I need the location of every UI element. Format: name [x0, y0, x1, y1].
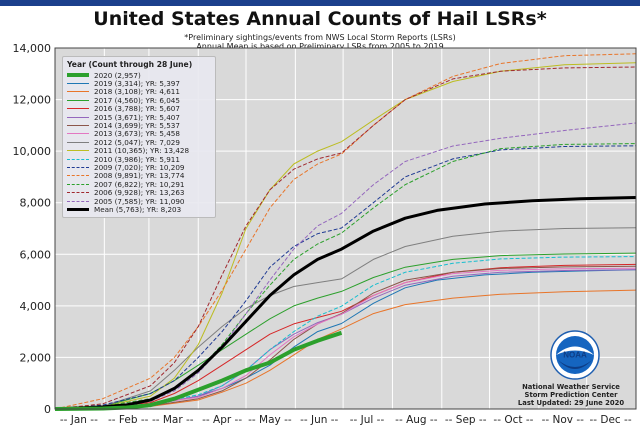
- legend-entry: 2008 (9,891); YR: 13,774: [67, 171, 211, 181]
- x-tick-label: -- Mar --: [152, 414, 194, 426]
- x-tick-label: -- Nov --: [542, 414, 585, 426]
- x-tick-label: -- Dec --: [589, 414, 631, 426]
- legend-entry: 2016 (3,788); YR: 5,607: [67, 104, 211, 114]
- y-tick-label: 2,000: [20, 351, 52, 364]
- y-tick-label: 8,000: [20, 197, 52, 210]
- legend-title: Year (Count through 28 June): [67, 60, 193, 69]
- legend-swatch: [67, 175, 89, 177]
- legend-label: 2015 (3,671); YR: 5,407: [94, 112, 180, 122]
- series-line-15: [54, 122, 637, 410]
- legend-swatch: [67, 133, 89, 135]
- legend-swatch: [67, 99, 89, 101]
- chart-title: United States Annual Counts of Hail LSRs…: [93, 8, 547, 30]
- legend-entry: 2017 (4,560); YR: 6,045: [67, 95, 211, 105]
- series-line-16: [54, 196, 637, 411]
- legend-swatch: [67, 73, 89, 78]
- legend-entry: 2018 (3,108); YR: 4,611: [67, 87, 211, 97]
- x-tick-label: -- Oct --: [493, 414, 533, 426]
- x-tick-label: -- Apr --: [202, 414, 242, 426]
- legend-entry: 2019 (3,314); YR: 5,397: [67, 79, 211, 89]
- chart-subtitle: *Preliminary sightings/events from NWS L…: [0, 33, 640, 51]
- legend-swatch: [67, 158, 89, 160]
- series-line-12: [54, 53, 637, 410]
- legend-swatch: [67, 207, 89, 211]
- legend-label: 2017 (4,560); YR: 6,045: [94, 95, 180, 105]
- legend-label: 2007 (6,822); YR: 10,291: [94, 179, 185, 189]
- header-strip: [0, 0, 640, 6]
- legend-swatch: [67, 166, 89, 168]
- y-tick-label: 6,000: [20, 248, 52, 261]
- legend-label: 2020 (2,957): [94, 70, 141, 80]
- credit-block: National Weather Service Storm Predictio…: [516, 383, 626, 407]
- x-tick-label: -- Sep --: [445, 414, 487, 426]
- legend-entry: 2020 (2,957): [67, 70, 211, 80]
- series-line-0: [54, 330, 343, 411]
- legend-swatch: [67, 192, 89, 194]
- noaa-logo-text: NOAA: [563, 351, 587, 360]
- legend-entry: 2010 (3,986); YR: 5,911: [67, 154, 211, 164]
- legend-label: 2012 (5,047); YR: 7,029: [94, 137, 180, 147]
- legend-swatch: [67, 200, 89, 202]
- legend-swatch: [67, 141, 89, 143]
- series-line-9: [54, 62, 637, 410]
- legend-label: Mean (5,763); YR: 8,203: [94, 204, 182, 214]
- legend-entry: 2006 (9,928); YR: 13,263: [67, 188, 211, 198]
- legend-entry: 2005 (7,585); YR: 11,090: [67, 196, 211, 206]
- credit-line-1: National Weather Service: [522, 383, 620, 391]
- legend-entry: 2012 (5,047); YR: 7,029: [67, 137, 211, 147]
- legend-swatch: [67, 91, 89, 93]
- legend-swatch: [67, 150, 89, 152]
- legend-label: 2008 (9,891); YR: 13,774: [94, 171, 185, 181]
- x-tick-label: -- Aug --: [395, 414, 438, 426]
- series-line-6: [54, 265, 637, 410]
- subtitle-line-2: Annual Mean is based on Preliminary LSRs…: [196, 42, 444, 51]
- legend-label: 2018 (3,108); YR: 4,611: [94, 87, 180, 97]
- chart-legend: Year (Count through 28 June) 2020 (2,957…: [62, 56, 216, 218]
- y-tick-label: 10,000: [13, 145, 52, 158]
- legend-label: 2016 (3,788); YR: 5,607: [94, 104, 180, 114]
- noaa-logo-icon: NOAA: [550, 330, 600, 380]
- legend-swatch: [67, 125, 89, 127]
- legend-label: 2011 (10,365); YR: 13,428: [94, 146, 190, 156]
- legend-entry: 2014 (3,699); YR: 5,537: [67, 121, 211, 131]
- credit-line-2: Storm Prediction Center: [524, 391, 618, 399]
- legend-label: 2009 (7,020); YR: 10,209: [94, 163, 185, 172]
- legend-label: 2005 (7,585); YR: 11,090: [94, 196, 185, 206]
- y-tick-label: 4,000: [20, 300, 52, 313]
- legend-swatch: [67, 108, 89, 110]
- legend-label: 2013 (3,673); YR: 5,458: [94, 129, 180, 139]
- legend-swatch: [67, 83, 89, 85]
- x-tick-label: -- Feb --: [108, 414, 149, 426]
- y-tick-label: 12,000: [13, 94, 52, 107]
- legend-label: 2010 (3,986); YR: 5,911: [94, 154, 180, 164]
- legend-rows: 2020 (2,957) 2019 (3,314); YR: 5,397 2018 …: [67, 71, 211, 214]
- series-line-11: [54, 145, 637, 410]
- legend-label: 2014 (3,699); YR: 5,537: [94, 121, 180, 131]
- legend-label: 2019 (3,314); YR: 5,397: [94, 79, 180, 89]
- legend-entry: 2007 (6,822); YR: 10,291: [67, 179, 211, 189]
- x-tick-label: -- Jul --: [350, 414, 385, 426]
- y-tick-label: 14,000: [13, 42, 52, 55]
- series-line-8: [54, 227, 637, 410]
- legend-entry: 2015 (3,671); YR: 5,407: [67, 112, 211, 122]
- credit-line-3: Last Updated: 29 June 2020: [517, 399, 625, 407]
- legend-swatch: [67, 183, 89, 185]
- x-tick-label: -- May --: [248, 414, 292, 426]
- plot-frame: [54, 47, 637, 410]
- legend-entry: Mean (5,763); YR: 8,203: [67, 204, 211, 214]
- legend-entry: 2011 (10,365); YR: 13,428: [67, 146, 211, 156]
- x-tick-label: -- Jun --: [300, 414, 338, 426]
- legend-entry: 2013 (3,673); YR: 5,458: [67, 129, 211, 139]
- series-line-14: [54, 66, 637, 410]
- x-tick-label: -- Jan --: [60, 414, 98, 426]
- subtitle-line-1: *Preliminary sightings/events from NWS L…: [184, 33, 456, 42]
- y-tick-label: 0: [44, 403, 51, 416]
- legend-label: 2006 (9,928); YR: 13,263: [94, 188, 185, 198]
- legend-entry: 2009 (7,020); YR: 10,209: [67, 163, 211, 172]
- legend-swatch: [67, 116, 89, 118]
